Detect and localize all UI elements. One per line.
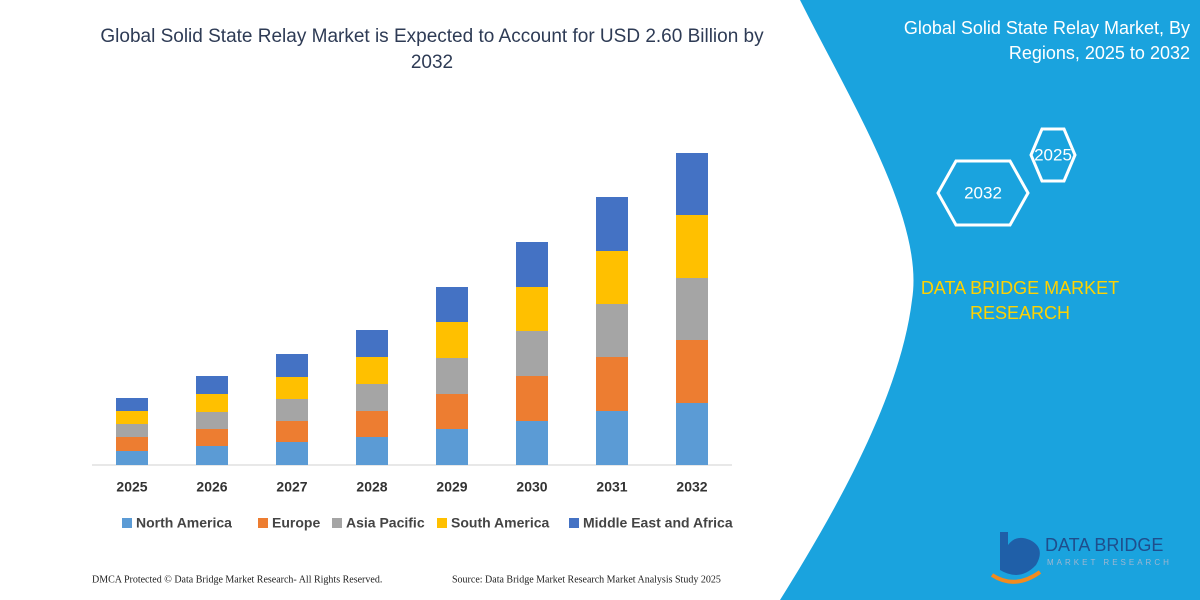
bar-segment (596, 197, 628, 251)
bar-segment (596, 304, 628, 357)
bar-segment (116, 451, 148, 465)
x-tick-label: 2031 (596, 479, 627, 495)
legend-label: Europe (272, 515, 320, 531)
bar-segment (436, 429, 468, 465)
bar-segment (596, 411, 628, 465)
legend-swatch (258, 518, 268, 528)
legend-swatch (437, 518, 447, 528)
bar-segment (516, 242, 548, 287)
bar-segment (356, 437, 388, 465)
bar-segment (116, 424, 148, 437)
legend-swatch (569, 518, 579, 528)
x-tick-label: 2027 (276, 479, 307, 495)
legend-label: North America (136, 515, 232, 531)
bar-segment (596, 357, 628, 411)
bar-segment (516, 376, 548, 421)
bar-segment (676, 215, 708, 278)
bar-segment (356, 330, 388, 357)
x-tick-label: 2032 (676, 479, 707, 495)
bar-segment (596, 251, 628, 304)
panel-title: Global Solid State Relay Market, By Regi… (903, 18, 1190, 63)
bar-segment (356, 384, 388, 411)
bar-segment (356, 411, 388, 437)
bar-segment (676, 340, 708, 403)
logo-subtext: MARKET RESEARCH (1047, 558, 1172, 567)
bar-segment (276, 399, 308, 421)
bar-segment (196, 429, 228, 446)
bar-segment (276, 354, 308, 377)
bar-segment (516, 421, 548, 465)
footer-note: DMCA Protected © Data Bridge Market Rese… (92, 574, 382, 585)
chart-title: Global Solid State Relay Market is Expec… (100, 26, 764, 73)
bar-segment (436, 287, 468, 322)
logo-swoosh (990, 570, 1042, 584)
x-tick-label: 2029 (436, 479, 467, 495)
bar-segment (516, 331, 548, 376)
hexagon-label: 2025 (1034, 145, 1072, 164)
bar-segment (676, 153, 708, 215)
bar-segment (276, 442, 308, 465)
logo-mark (1000, 532, 1040, 575)
bar-segment (196, 376, 228, 394)
side-panel (780, 0, 1200, 600)
bar-segment (436, 322, 468, 358)
bar-segment (196, 446, 228, 465)
x-tick-label: 2028 (356, 479, 387, 495)
footer-source: Source: Data Bridge Market Research Mark… (452, 574, 721, 585)
bar-segment (196, 394, 228, 412)
legend-label: Middle East and Africa (583, 515, 733, 531)
brand-name: DATA BRIDGE MARKET RESEARCH (920, 278, 1120, 323)
legend-swatch (332, 518, 342, 528)
x-tick-label: 2025 (116, 479, 147, 495)
logo-text: DATA BRIDGE (1045, 535, 1163, 555)
bar-segment (196, 412, 228, 429)
bar-segment (116, 411, 148, 424)
bar-segment (436, 358, 468, 394)
hexagon (1029, 127, 1077, 183)
x-tick-label: 2030 (516, 479, 547, 495)
legend-swatch (122, 518, 132, 528)
bar-segment (276, 421, 308, 442)
bar-segment (356, 357, 388, 384)
bar-segment (516, 287, 548, 331)
bar-segment (116, 398, 148, 411)
x-tick-label: 2026 (196, 479, 227, 495)
bar-segment (676, 403, 708, 465)
bar-segment (116, 437, 148, 451)
legend-label: South America (451, 515, 549, 531)
bar-segment (676, 278, 708, 340)
hexagon-label: 2032 (964, 183, 1002, 202)
hexagon (936, 159, 1030, 227)
bar-segment (436, 394, 468, 429)
bar-segment (276, 377, 308, 399)
legend-label: Asia Pacific (346, 515, 425, 531)
